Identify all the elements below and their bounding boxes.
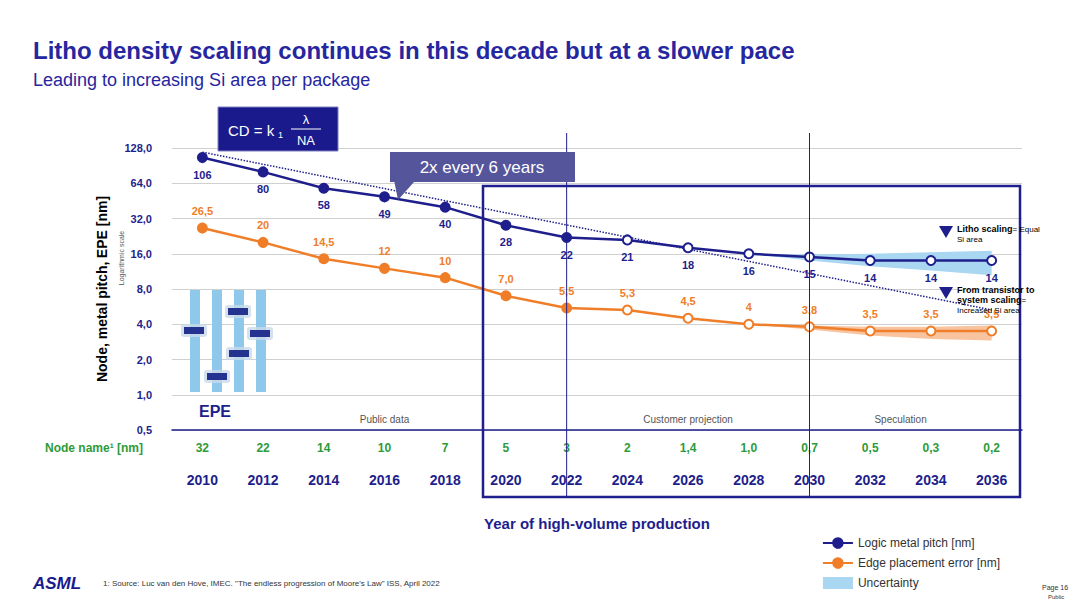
svg-text:5,3: 5,3 bbox=[620, 287, 635, 299]
svg-text:80: 80 bbox=[257, 183, 269, 195]
svg-text:2034: 2034 bbox=[915, 472, 946, 488]
svg-text:32,0: 32,0 bbox=[131, 213, 152, 225]
svg-text:16,0: 16,0 bbox=[131, 248, 152, 260]
svg-text:3,5: 3,5 bbox=[923, 308, 938, 320]
svg-text:3,5: 3,5 bbox=[863, 308, 878, 320]
svg-text:Edge placement error [nm]: Edge placement error [nm] bbox=[858, 556, 1000, 570]
svg-text:0,2: 0,2 bbox=[983, 441, 1000, 455]
svg-text:16: 16 bbox=[743, 265, 755, 277]
svg-text:4,5: 4,5 bbox=[680, 295, 695, 307]
svg-text:Public: Public bbox=[1048, 594, 1064, 600]
svg-text:28: 28 bbox=[500, 236, 512, 248]
svg-text:2032: 2032 bbox=[855, 472, 886, 488]
svg-text:1: 1 bbox=[278, 130, 283, 140]
svg-text:=: = bbox=[1022, 296, 1029, 305]
svg-text:64,0: 64,0 bbox=[131, 177, 152, 189]
svg-text:21: 21 bbox=[621, 251, 633, 263]
svg-text:58: 58 bbox=[318, 199, 330, 211]
svg-text:2020: 2020 bbox=[490, 472, 521, 488]
svg-text:8,0: 8,0 bbox=[137, 283, 152, 295]
svg-text:EPE: EPE bbox=[199, 403, 231, 420]
svg-text:10: 10 bbox=[378, 441, 392, 455]
svg-text:Node name¹ [nm]: Node name¹ [nm] bbox=[45, 441, 143, 455]
svg-text:Uncertainty: Uncertainty bbox=[858, 576, 919, 590]
svg-text:7,0: 7,0 bbox=[498, 273, 513, 285]
svg-text:40: 40 bbox=[439, 218, 451, 230]
svg-text:λ: λ bbox=[303, 112, 310, 127]
svg-text:32: 32 bbox=[196, 441, 210, 455]
svg-text:EPE [nm]: EPE [nm] bbox=[94, 196, 110, 258]
svg-text:0,7: 0,7 bbox=[801, 441, 818, 455]
svg-text:Page 16: Page 16 bbox=[1042, 584, 1068, 592]
svg-text:1: Source: Luc van den Hove, I: 1: Source: Luc van den Hove, IMEC. "The … bbox=[103, 579, 440, 588]
svg-text:2018: 2018 bbox=[430, 472, 461, 488]
svg-text:0,5: 0,5 bbox=[137, 424, 152, 436]
svg-text:0,5: 0,5 bbox=[862, 441, 879, 455]
svg-text:2010: 2010 bbox=[187, 472, 218, 488]
svg-text:2: 2 bbox=[624, 441, 631, 455]
svg-text:14: 14 bbox=[986, 272, 999, 284]
svg-text:5,5: 5,5 bbox=[559, 285, 575, 298]
svg-text:= Equal: = Equal bbox=[1013, 225, 1043, 234]
svg-text:2036: 2036 bbox=[976, 472, 1007, 488]
svg-text:7: 7 bbox=[442, 441, 449, 455]
svg-text:2026: 2026 bbox=[672, 472, 703, 488]
svg-text:Speculation: Speculation bbox=[874, 414, 926, 425]
svg-text:Logarithmic scale: Logarithmic scale bbox=[118, 231, 126, 286]
svg-text:14,5: 14,5 bbox=[313, 236, 334, 248]
svg-text:NA: NA bbox=[297, 133, 315, 148]
svg-text:14: 14 bbox=[317, 441, 331, 455]
svg-text:26,5: 26,5 bbox=[192, 205, 213, 217]
svg-text:49: 49 bbox=[378, 208, 390, 220]
svg-text:Public data: Public data bbox=[360, 414, 410, 425]
svg-text:18: 18 bbox=[682, 259, 694, 271]
svg-text:Node, metal pitch,: Node, metal pitch, bbox=[94, 261, 110, 382]
svg-text:Increased Si area: Increased Si area bbox=[957, 306, 1020, 315]
svg-text:10: 10 bbox=[439, 255, 451, 267]
svg-text:2024: 2024 bbox=[612, 472, 643, 488]
svg-text:Litho scaling: Litho scaling bbox=[957, 224, 1013, 234]
svg-text:3,8: 3,8 bbox=[801, 303, 818, 316]
svg-text:2014: 2014 bbox=[308, 472, 339, 488]
svg-text:1,0: 1,0 bbox=[740, 441, 757, 455]
svg-text:12: 12 bbox=[378, 245, 390, 257]
svg-text:15: 15 bbox=[803, 268, 816, 280]
svg-text:Customer projection: Customer projection bbox=[643, 414, 732, 425]
svg-text:Year of high-volume production: Year of high-volume production bbox=[484, 515, 710, 532]
svg-text:From transistor to: From transistor to bbox=[957, 285, 1037, 295]
svg-text:22: 22 bbox=[560, 248, 573, 261]
svg-text:1,4: 1,4 bbox=[680, 441, 697, 455]
svg-text:Si area: Si area bbox=[957, 235, 983, 244]
svg-text:1,0: 1,0 bbox=[137, 389, 152, 401]
svg-text:4,0: 4,0 bbox=[137, 318, 152, 330]
svg-text:106: 106 bbox=[193, 169, 211, 181]
svg-text:2022: 2022 bbox=[551, 472, 583, 488]
svg-text:Litho density scaling continue: Litho density scaling continues in this … bbox=[33, 37, 795, 64]
svg-text:4: 4 bbox=[746, 301, 753, 313]
svg-text:14: 14 bbox=[864, 272, 877, 284]
svg-text:3: 3 bbox=[563, 441, 570, 455]
svg-text:22: 22 bbox=[256, 441, 270, 455]
svg-text:2,0: 2,0 bbox=[137, 354, 152, 366]
svg-text:128,0: 128,0 bbox=[124, 142, 152, 154]
svg-text:Logic metal pitch [nm]: Logic metal pitch [nm] bbox=[858, 536, 975, 550]
svg-text:Leading to increasing Si area: Leading to increasing Si area per packag… bbox=[33, 70, 370, 90]
svg-text:20: 20 bbox=[257, 219, 269, 231]
svg-text:2028: 2028 bbox=[733, 472, 764, 488]
svg-text:2030: 2030 bbox=[793, 472, 826, 488]
svg-text:2x every 6 years: 2x every 6 years bbox=[420, 158, 545, 177]
svg-text:CD = k: CD = k bbox=[228, 122, 275, 139]
svg-text:2016: 2016 bbox=[369, 472, 400, 488]
svg-text:5: 5 bbox=[503, 441, 510, 455]
svg-text:0,3: 0,3 bbox=[923, 441, 940, 455]
svg-text:ASML: ASML bbox=[32, 574, 81, 593]
svg-text:system scaling: system scaling bbox=[957, 295, 1022, 305]
svg-text:14: 14 bbox=[925, 272, 938, 284]
svg-text:2012: 2012 bbox=[247, 472, 278, 488]
